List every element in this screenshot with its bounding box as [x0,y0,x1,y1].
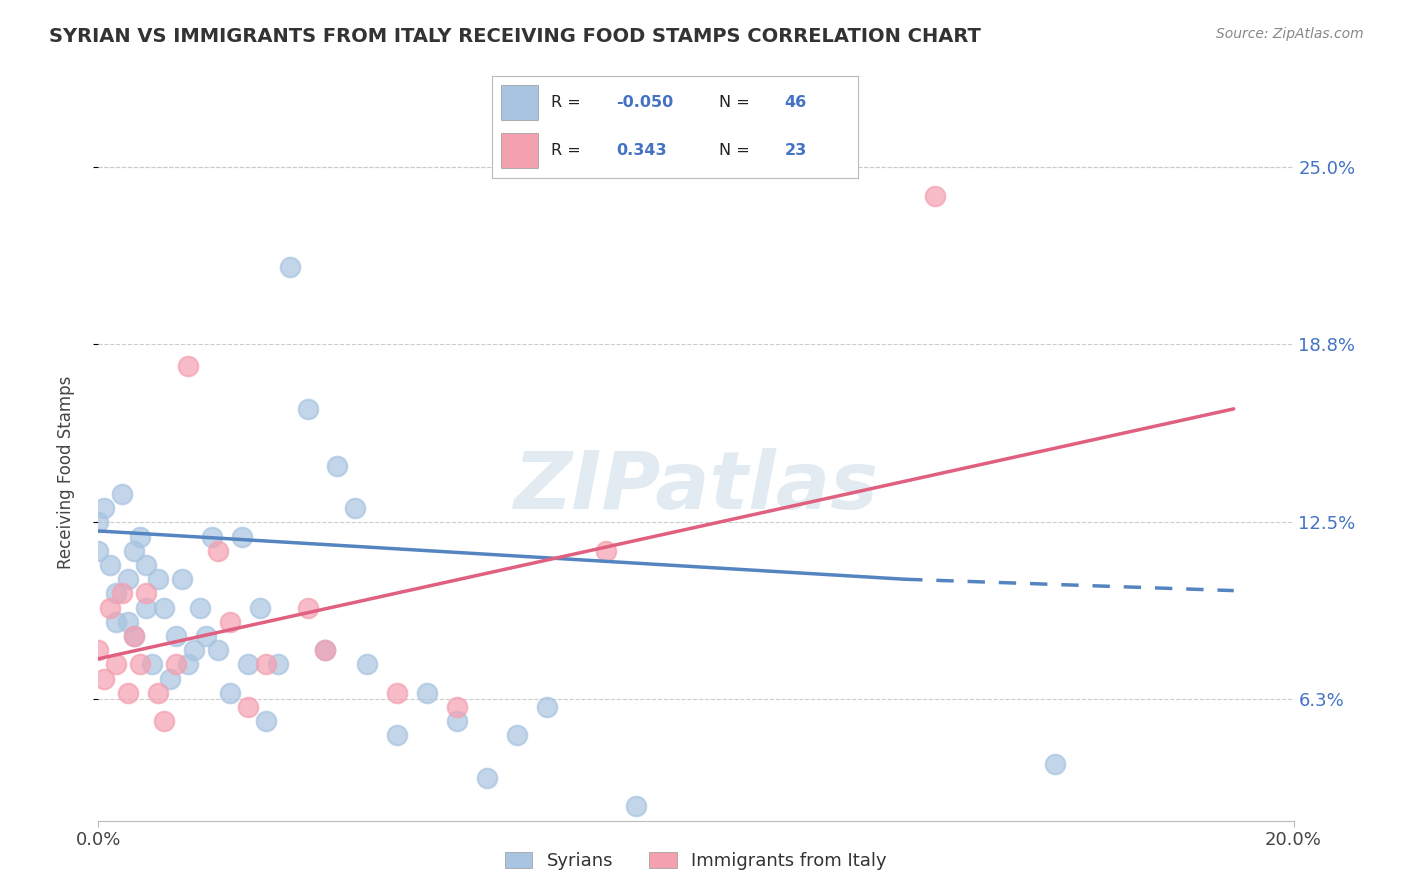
Point [236,657,259,672]
Point [111,586,134,600]
Point [207,544,229,558]
Point [236,700,259,714]
Point [141,657,163,672]
Point [267,657,290,672]
Point [153,714,176,729]
Point [297,600,319,615]
Point [536,700,558,714]
Point [100,558,122,572]
Point [135,586,157,600]
Point [87,544,110,558]
Text: R =: R = [551,144,591,158]
Point [188,600,211,615]
Point [183,643,205,657]
Point [87,516,110,530]
Text: ZIPatlas: ZIPatlas [513,448,879,525]
Text: N =: N = [718,95,755,110]
Point [219,686,242,700]
Point [87,643,110,657]
Text: SYRIAN VS IMMIGRANTS FROM ITALY RECEIVING FOOD STAMPS CORRELATION CHART: SYRIAN VS IMMIGRANTS FROM ITALY RECEIVIN… [49,27,981,45]
Point [315,643,337,657]
Point [506,728,529,742]
Text: 0.343: 0.343 [616,144,666,158]
Point [446,700,468,714]
Point [254,657,277,672]
Point [129,530,152,544]
Point [195,629,218,643]
Point [117,615,139,629]
Point [93,501,115,516]
Point [124,629,146,643]
Point [231,530,253,544]
Text: N =: N = [718,144,755,158]
Point [111,487,134,501]
Text: Source: ZipAtlas.com: Source: ZipAtlas.com [1216,27,1364,41]
Legend: Syrians, Immigrants from Italy: Syrians, Immigrants from Italy [498,845,894,878]
Point [385,686,409,700]
Point [326,458,349,473]
Point [1043,756,1066,771]
Point [172,572,194,586]
Point [159,672,181,686]
Point [129,657,152,672]
FancyBboxPatch shape [501,85,537,120]
Point [124,544,146,558]
Point [475,771,498,785]
Point [201,530,224,544]
Point [93,672,115,686]
Point [117,686,139,700]
Point [165,657,187,672]
Point [135,558,157,572]
Point [219,615,242,629]
Point [249,600,271,615]
Point [924,189,946,203]
Point [385,728,409,742]
Point [207,643,229,657]
Point [254,714,277,729]
Point [356,657,378,672]
Point [135,600,157,615]
Point [124,629,146,643]
Text: -0.050: -0.050 [616,95,673,110]
Text: 46: 46 [785,95,807,110]
Point [148,686,170,700]
Y-axis label: Receiving Food Stamps: Receiving Food Stamps [56,376,75,569]
Point [446,714,468,729]
Point [105,657,128,672]
Point [165,629,187,643]
Point [595,544,617,558]
Text: 23: 23 [785,144,807,158]
Point [297,401,319,416]
Point [177,359,200,374]
Text: R =: R = [551,95,585,110]
Point [177,657,200,672]
FancyBboxPatch shape [501,133,537,168]
Point [105,615,128,629]
Point [344,501,367,516]
Point [105,586,128,600]
Point [100,600,122,615]
Point [117,572,139,586]
Point [626,799,648,814]
Point [278,260,301,274]
Point [148,572,170,586]
Point [315,643,337,657]
Point [416,686,439,700]
Point [153,600,176,615]
